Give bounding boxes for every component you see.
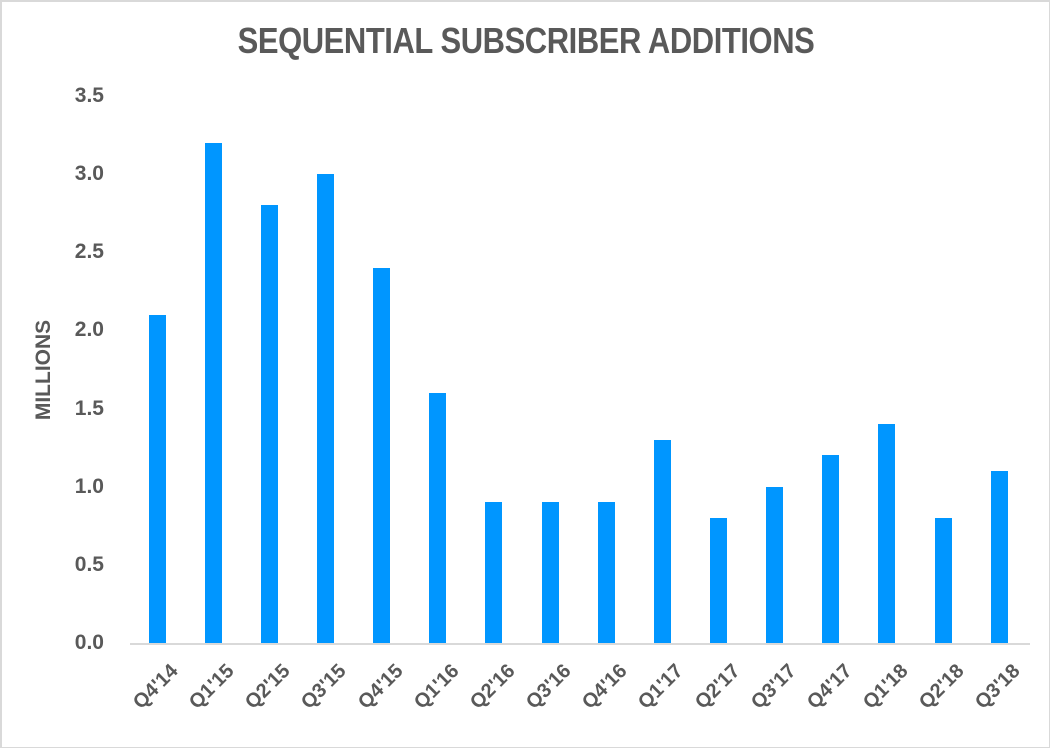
- x-axis-line: [130, 643, 1030, 645]
- bar: [822, 455, 840, 643]
- y-tick-label: 0.0: [74, 631, 104, 654]
- bar: [204, 142, 222, 643]
- bar: [541, 502, 559, 643]
- y-tick-label: 3.5: [74, 84, 104, 107]
- y-tick-label: 1.5: [74, 396, 104, 420]
- y-tick-label: 3.0: [74, 162, 104, 186]
- bar: [373, 267, 391, 643]
- y-tick-label: 2.5: [74, 240, 104, 264]
- bar: [934, 517, 952, 643]
- bar: [990, 471, 1008, 643]
- bar: [597, 502, 615, 643]
- bar: [878, 424, 896, 643]
- bar: [653, 439, 671, 643]
- bar: [429, 392, 447, 643]
- y-tick-label: 2.0: [74, 318, 104, 342]
- y-axis-label: MILLIONS: [32, 319, 55, 421]
- bar: [148, 314, 166, 643]
- bar: [766, 486, 784, 643]
- y-tick-label: 0.5: [74, 552, 104, 576]
- y-tick-label: 1.0: [74, 474, 104, 498]
- bar: [316, 174, 334, 643]
- bar: [710, 517, 727, 643]
- chart-title: SEQUENTIAL SUBSCRIBER ADDITIONS: [237, 20, 815, 61]
- bar: [485, 502, 503, 643]
- bar: [260, 205, 278, 643]
